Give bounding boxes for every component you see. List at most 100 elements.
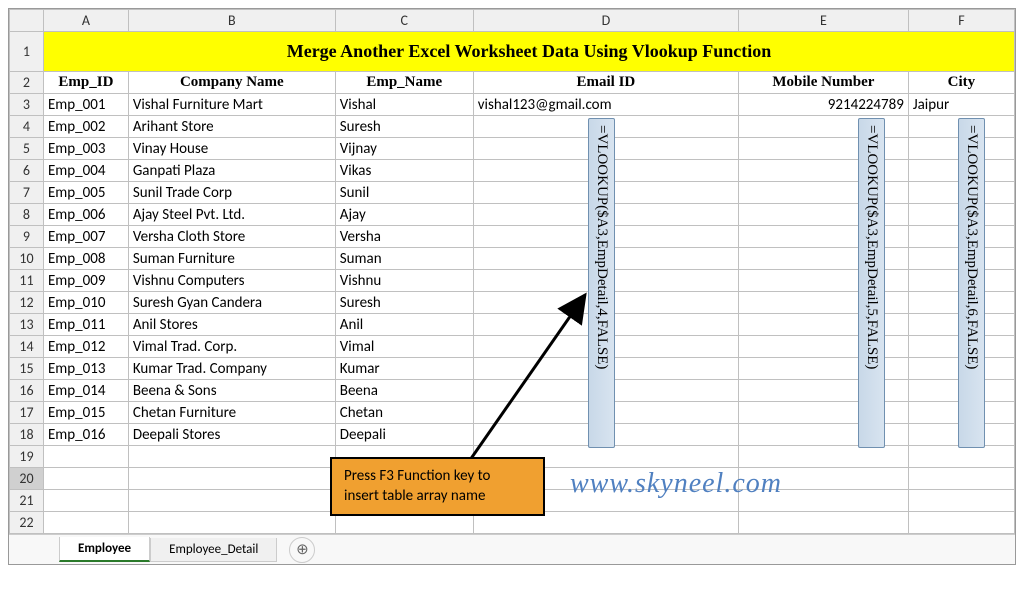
cell-company[interactable]: Suman Furniture [128, 248, 335, 270]
cell-empid[interactable]: Emp_005 [43, 182, 128, 204]
row-header[interactable]: 15 [10, 358, 44, 380]
row-header[interactable]: 3 [10, 94, 44, 116]
cell-empid[interactable]: Emp_014 [43, 380, 128, 402]
cell[interactable] [43, 468, 128, 490]
add-sheet-button[interactable]: ⊕ [289, 537, 315, 563]
hdr-email[interactable]: Email ID [473, 72, 738, 94]
cell-empid[interactable]: Emp_012 [43, 336, 128, 358]
row-header[interactable]: 9 [10, 226, 44, 248]
col-header-d[interactable]: D [473, 10, 738, 32]
cell-company[interactable]: Kumar Trad. Company [128, 358, 335, 380]
row-header[interactable]: 1 [10, 32, 44, 72]
row-header[interactable]: 21 [10, 490, 44, 512]
cell-empname[interactable]: Vikas [335, 160, 473, 182]
cell-company[interactable]: Vishal Furniture Mart [128, 94, 335, 116]
cell-empid[interactable]: Emp_006 [43, 204, 128, 226]
cell-city[interactable]: Jaipur [908, 94, 1014, 116]
cell-empid[interactable]: Emp_015 [43, 402, 128, 424]
cell-empname[interactable]: Anil [335, 314, 473, 336]
cell-company[interactable]: Chetan Furniture [128, 402, 335, 424]
row-header[interactable]: 14 [10, 336, 44, 358]
cell-empid[interactable]: Emp_007 [43, 226, 128, 248]
cell-empname[interactable]: Beena [335, 380, 473, 402]
cell[interactable] [908, 446, 1014, 468]
cell-empid[interactable]: Emp_008 [43, 248, 128, 270]
cell-empname[interactable]: Versha [335, 226, 473, 248]
row-header[interactable]: 19 [10, 446, 44, 468]
row-header[interactable]: 10 [10, 248, 44, 270]
cell-empid[interactable]: Emp_011 [43, 314, 128, 336]
row-header[interactable]: 20 [10, 468, 44, 490]
col-header-e[interactable]: E [739, 10, 909, 32]
cell-company[interactable]: Vinay House [128, 138, 335, 160]
cell-empname[interactable]: Vishal [335, 94, 473, 116]
cell[interactable] [43, 490, 128, 512]
cell-empname[interactable]: Deepali [335, 424, 473, 446]
hdr-city[interactable]: City [908, 72, 1014, 94]
cell-empid[interactable]: Emp_016 [43, 424, 128, 446]
cell-mobile[interactable]: 9214224789 [739, 94, 909, 116]
hdr-company[interactable]: Company Name [128, 72, 335, 94]
cell-empname[interactable]: Suman [335, 248, 473, 270]
col-header-b[interactable]: B [128, 10, 335, 32]
row-header[interactable]: 6 [10, 160, 44, 182]
cell[interactable] [128, 468, 335, 490]
row-header[interactable]: 5 [10, 138, 44, 160]
cell[interactable] [908, 468, 1014, 490]
cell-company[interactable]: Ganpati Plaza [128, 160, 335, 182]
cell-email[interactable]: vishal123@gmail.com [473, 94, 738, 116]
cell-company[interactable]: Vimal Trad. Corp. [128, 336, 335, 358]
cell-empid[interactable]: Emp_002 [43, 116, 128, 138]
row-header[interactable]: 22 [10, 512, 44, 534]
row-header[interactable]: 18 [10, 424, 44, 446]
cell[interactable] [908, 512, 1014, 534]
cell-empid[interactable]: Emp_013 [43, 358, 128, 380]
cell-empname[interactable]: Vijnay [335, 138, 473, 160]
title-cell[interactable]: Merge Another Excel Worksheet Data Using… [43, 32, 1014, 72]
row-header[interactable]: 7 [10, 182, 44, 204]
cell-empname[interactable]: Chetan [335, 402, 473, 424]
cell-empname[interactable]: Suresh [335, 292, 473, 314]
row-header[interactable]: 16 [10, 380, 44, 402]
cell-company[interactable]: Anil Stores [128, 314, 335, 336]
row-header[interactable]: 2 [10, 72, 44, 94]
col-header-c[interactable]: C [335, 10, 473, 32]
cell[interactable] [908, 490, 1014, 512]
col-header-a[interactable]: A [43, 10, 128, 32]
cell-empid[interactable]: Emp_004 [43, 160, 128, 182]
cell[interactable] [739, 512, 909, 534]
hdr-empname[interactable]: Emp_Name [335, 72, 473, 94]
cell-company[interactable]: Deepali Stores [128, 424, 335, 446]
corner-cell[interactable] [10, 10, 44, 32]
cell-company[interactable]: Suresh Gyan Candera [128, 292, 335, 314]
cell-empname[interactable]: Vimal [335, 336, 473, 358]
cell-company[interactable]: Vishnu Computers [128, 270, 335, 292]
cell-empid[interactable]: Emp_003 [43, 138, 128, 160]
hdr-mobile[interactable]: Mobile Number [739, 72, 909, 94]
cell[interactable] [43, 512, 128, 534]
row-header[interactable]: 12 [10, 292, 44, 314]
cell[interactable] [128, 490, 335, 512]
cell-company[interactable]: Beena & Sons [128, 380, 335, 402]
cell-empid[interactable]: Emp_009 [43, 270, 128, 292]
hdr-empid[interactable]: Emp_ID [43, 72, 128, 94]
col-header-f[interactable]: F [908, 10, 1014, 32]
tab-employee[interactable]: Employee [59, 537, 150, 562]
row-header[interactable]: 13 [10, 314, 44, 336]
cell-empname[interactable]: Suresh [335, 116, 473, 138]
cell-empname[interactable]: Ajay [335, 204, 473, 226]
row-header[interactable]: 4 [10, 116, 44, 138]
cell[interactable] [739, 446, 909, 468]
cell-company[interactable]: Versha Cloth Store [128, 226, 335, 248]
cell[interactable] [43, 446, 128, 468]
cell-empname[interactable]: Sunil [335, 182, 473, 204]
cell-company[interactable]: Ajay Steel Pvt. Ltd. [128, 204, 335, 226]
cell-company[interactable]: Arihant Store [128, 116, 335, 138]
row-header[interactable]: 8 [10, 204, 44, 226]
cell-company[interactable]: Sunil Trade Corp [128, 182, 335, 204]
tab-employee-detail[interactable]: Employee_Detail [150, 538, 277, 562]
cell[interactable] [128, 446, 335, 468]
row-header[interactable]: 17 [10, 402, 44, 424]
cell-empid[interactable]: Emp_010 [43, 292, 128, 314]
cell-empid[interactable]: Emp_001 [43, 94, 128, 116]
